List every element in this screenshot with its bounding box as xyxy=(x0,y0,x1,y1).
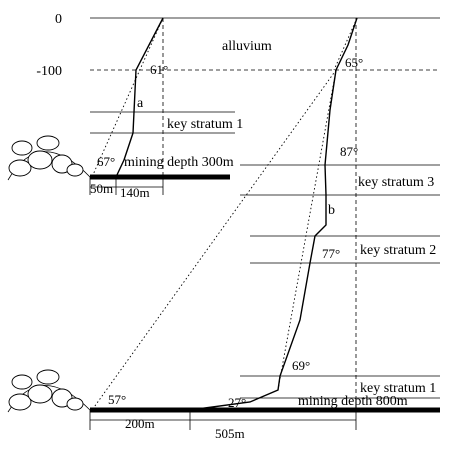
diagram: 0 -100 alluvium 61° a key stratum 1 67° … xyxy=(0,0,463,459)
angle-label: 67° xyxy=(97,154,115,169)
rock-pile xyxy=(8,136,90,180)
angle-label: 87° xyxy=(340,144,358,159)
angle-label: 61° xyxy=(150,62,168,77)
distance-label: 200m xyxy=(125,416,155,431)
depth-label: mining depth 300m xyxy=(124,155,234,170)
layer-label: alluvium xyxy=(222,39,272,54)
stratum-label: key stratum 1 xyxy=(167,117,243,132)
angle-label: 27° xyxy=(228,395,246,410)
curve-label: a xyxy=(137,96,144,111)
distance-label: 505m xyxy=(215,426,245,441)
angle-label: 77° xyxy=(322,246,340,261)
depth-label: -100 xyxy=(36,64,62,79)
stratum-label: key stratum 2 xyxy=(360,243,436,258)
depth-label: 0 xyxy=(55,12,62,27)
depth-label: mining depth 800m xyxy=(298,394,408,409)
angle-label: 57° xyxy=(108,392,126,407)
angle-label: 69° xyxy=(292,358,310,373)
dotted-boundary xyxy=(278,70,336,390)
angle-label: 65° xyxy=(345,55,363,70)
stratum-label: key stratum 3 xyxy=(358,175,434,190)
rock-pile xyxy=(8,370,90,412)
distance-label: 140m xyxy=(120,185,150,200)
distance-label: 50m xyxy=(90,181,113,196)
curve-label: b xyxy=(328,203,335,218)
